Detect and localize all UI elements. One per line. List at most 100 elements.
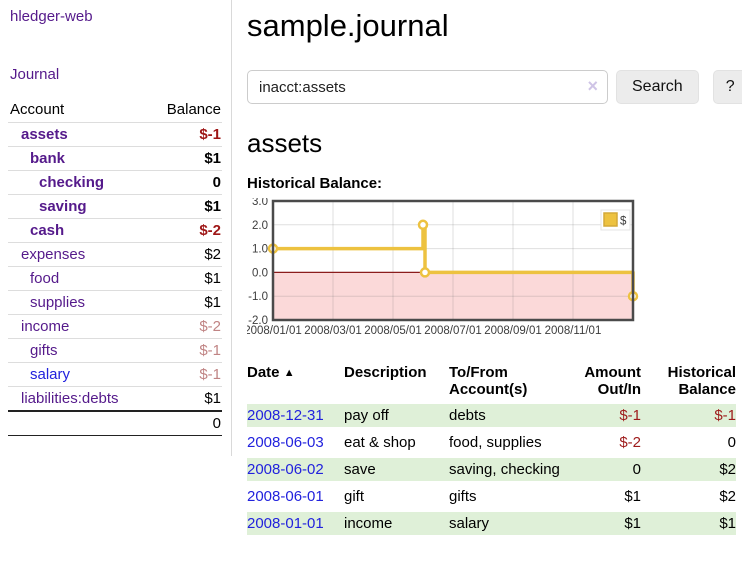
account-balance: $1 xyxy=(149,266,222,291)
register-col-balance: Historical Balance xyxy=(667,364,736,398)
app-title-link[interactable]: hledger-web xyxy=(10,8,93,25)
register-description-cell: eat & shop xyxy=(344,429,449,458)
account-link[interactable]: salary xyxy=(30,366,71,383)
register-amount-cell: 0 xyxy=(561,456,641,485)
help-button[interactable]: ? xyxy=(712,70,742,104)
account-link[interactable]: checking xyxy=(39,174,105,191)
register-date-cell: 2008-01-01 xyxy=(247,510,344,539)
svg-text:-1.0: -1.0 xyxy=(248,291,268,303)
account-balance: 0 xyxy=(149,170,222,195)
register-row: 2008-12-31 pay off debts $-1 $-1 xyxy=(247,404,736,431)
account-link[interactable]: food xyxy=(30,270,60,287)
svg-text:2008/01/01: 2008/01/01 xyxy=(247,325,302,337)
account-row: gifts $-1 xyxy=(8,338,222,363)
svg-text:2.0: 2.0 xyxy=(252,220,268,232)
accounts-total-spacer xyxy=(8,410,150,436)
date-link[interactable]: 2008-06-01 xyxy=(247,488,324,505)
account-link[interactable]: assets xyxy=(21,126,68,143)
sort-asc-icon: ▲ xyxy=(283,367,295,379)
account-balance: $1 xyxy=(149,386,222,411)
account-balance: $-2 xyxy=(149,314,222,339)
account-link[interactable]: supplies xyxy=(30,294,86,311)
account-balance: $-1 xyxy=(149,338,222,363)
register-balance-cell: $1 xyxy=(641,510,736,539)
sidebar-item-journal[interactable]: Journal xyxy=(10,66,60,83)
account-row: saving $1 xyxy=(8,194,222,219)
page-title: sample.journal xyxy=(247,8,449,43)
register-amount-cell: $1 xyxy=(561,510,641,539)
account-balance: $1 xyxy=(149,194,222,219)
date-link[interactable]: 2008-06-02 xyxy=(247,461,324,478)
account-row: assets $-1 xyxy=(8,122,222,147)
account-balance: $-1 xyxy=(149,362,222,387)
account-heading: assets xyxy=(247,128,323,158)
account-link[interactable]: expenses xyxy=(21,246,86,263)
register-amount-cell: $1 xyxy=(561,483,641,512)
accounts-table: Account Balance assets $-1 bank $1 checking 0… xyxy=(8,98,222,436)
account-balance: $1 xyxy=(149,290,222,315)
register-balance-cell: $-1 xyxy=(641,404,736,431)
register-col-amount: Amount Out/In xyxy=(584,364,641,398)
accounts-header-row: Account Balance xyxy=(8,98,222,123)
main-content: sample.journal × Search ? assets Histori… xyxy=(232,0,742,539)
svg-text:2008/09/01: 2008/09/01 xyxy=(484,325,542,337)
account-row: income $-2 xyxy=(8,314,222,339)
svg-text:2008/07/01: 2008/07/01 xyxy=(424,325,482,337)
svg-text:-2.0: -2.0 xyxy=(248,315,268,327)
chart-title: Historical Balance: xyxy=(247,175,383,192)
register-date-cell: 2008-06-02 xyxy=(247,456,344,485)
search-box: × xyxy=(247,70,608,104)
register-date-cell: 2008-06-01 xyxy=(247,483,344,512)
register-date-cell: 2008-12-31 xyxy=(247,404,344,431)
date-link[interactable]: 2008-12-31 xyxy=(247,407,324,424)
date-link[interactable]: 2008-01-01 xyxy=(247,515,324,532)
register-row: 2008-01-01 income salary $1 $1 xyxy=(247,510,736,539)
date-link[interactable]: 2008-06-03 xyxy=(247,434,324,451)
register-body: 2008-12-31 pay off debts $-1 $-1 2008-06-03 ea… xyxy=(247,404,736,539)
account-row: liabilities:debts $1 xyxy=(8,386,222,411)
account-row: checking 0 xyxy=(8,170,222,195)
account-row: expenses $2 xyxy=(8,242,222,267)
register-col-description: Description xyxy=(344,364,427,381)
register-amount-cell: $-1 xyxy=(561,404,641,431)
sidebar: hledger-web Journal Account Balance asse… xyxy=(0,0,232,456)
account-link[interactable]: saving xyxy=(39,198,87,215)
register-col-date[interactable]: Date ▲ xyxy=(247,364,295,381)
accounts-body: assets $-1 bank $1 checking 0 saving $1 cash $-2 e… xyxy=(8,122,222,411)
account-link[interactable]: bank xyxy=(30,150,66,167)
register-accounts-cell: gifts xyxy=(449,483,561,512)
svg-text:3.0: 3.0 xyxy=(252,198,268,208)
search-form: × Search ? xyxy=(247,70,742,104)
register-description-cell: save xyxy=(344,456,449,485)
register-description-cell: pay off xyxy=(344,404,449,431)
account-link[interactable]: liabilities:debts xyxy=(21,390,119,407)
svg-text:2008/11/01: 2008/11/01 xyxy=(545,325,602,337)
svg-text:1.0: 1.0 xyxy=(252,244,268,256)
accounts-total-value: 0 xyxy=(149,410,222,436)
search-input[interactable] xyxy=(247,70,608,104)
register-header-row: Date ▲ Description To/From Account(s) Am… xyxy=(247,362,736,404)
register-accounts-cell: saving, checking xyxy=(449,456,561,485)
register-table: Date ▲ Description To/From Account(s) Am… xyxy=(247,362,736,539)
account-balance: $-1 xyxy=(149,122,222,147)
search-button[interactable]: Search xyxy=(616,70,699,104)
account-row: bank $1 xyxy=(8,146,222,171)
account-link[interactable]: income xyxy=(21,318,70,335)
clear-search-icon[interactable]: × xyxy=(587,76,598,96)
account-row: salary $-1 xyxy=(8,362,222,387)
account-row: supplies $1 xyxy=(8,290,222,315)
svg-text:0.0: 0.0 xyxy=(252,267,268,279)
account-link[interactable]: gifts xyxy=(30,342,58,359)
account-link[interactable]: cash xyxy=(30,222,65,239)
account-balance: $-2 xyxy=(149,218,222,243)
register-accounts-cell: salary xyxy=(449,510,561,539)
register-col-accounts: To/From Account(s) xyxy=(449,364,528,398)
account-row: cash $-2 xyxy=(8,218,222,243)
svg-text:$: $ xyxy=(620,216,627,228)
historical-balance-chart: $3.0 2.0 1.0 0.0 -1.0 -2.0 2008/01/01 2008/03/0… xyxy=(244,196,736,340)
account-balance: $1 xyxy=(149,146,222,171)
register-balance-cell: 0 xyxy=(641,429,736,458)
svg-text:2008/05/01: 2008/05/01 xyxy=(364,325,422,337)
register-balance-cell: $2 xyxy=(641,456,736,485)
